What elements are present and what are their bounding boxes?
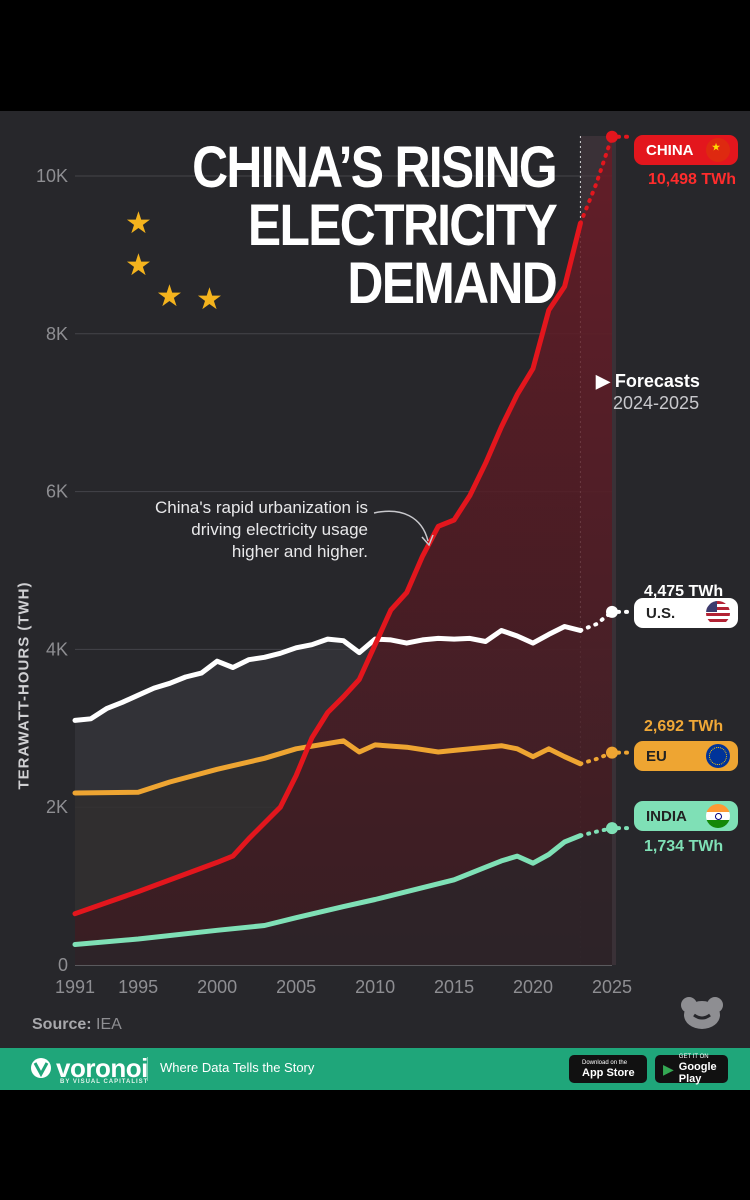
footer-divider	[147, 1057, 148, 1081]
china-label: CHINA ★	[634, 135, 738, 165]
play-icon: ▶	[596, 371, 610, 391]
x-tick-label: 2025	[592, 977, 632, 997]
china-line	[72, 220, 583, 917]
voronoi-brand: voronoi	[56, 1053, 148, 1083]
india-endpoint	[606, 822, 618, 835]
voronoi-logo[interactable]: voronoi	[30, 1053, 148, 1084]
india-forecast-line	[578, 826, 614, 838]
star-icon: ★	[125, 249, 152, 282]
us-endpoint	[606, 605, 618, 618]
us-name: U.S.	[646, 604, 676, 622]
title-line-3: DEMAND	[347, 251, 557, 316]
infographic: 0 2K 4K 6K 8K 10K 1991 1995 2000 2005 2010 2015 2020…	[0, 111, 750, 1090]
eu-endpoint	[606, 746, 618, 759]
eu-flag-icon	[706, 744, 730, 768]
google-play-icon: ▶	[663, 1060, 674, 1077]
source-label: Source:	[32, 1016, 92, 1033]
x-tick-label: 2010	[355, 977, 395, 997]
forecast-title: ▶ Forecasts	[596, 371, 700, 391]
eu-line	[72, 738, 583, 796]
y-tick-label: 8K	[46, 324, 68, 344]
us-forecast-line	[578, 609, 614, 633]
x-tick-label: 2000	[197, 977, 237, 997]
china-area	[75, 136, 612, 965]
china-value: 10,498 TWh	[648, 171, 737, 188]
x-tick-label: 2020	[513, 977, 553, 997]
china-name: CHINA	[646, 141, 694, 159]
line-chart: 0 2K 4K 6K 8K 10K 1991 1995 2000 2005 2010 2015 2020…	[36, 130, 636, 997]
forecast-range: 2024-2025	[613, 393, 700, 413]
source-value: IEA	[96, 1016, 122, 1033]
y-tick-label: 10K	[36, 166, 68, 186]
china-endpoint	[606, 130, 618, 143]
india-value: 1,734 TWh	[644, 838, 724, 855]
x-tick-label: 1995	[118, 977, 158, 997]
us-flag-icon	[706, 601, 730, 625]
y-tick-label: 4K	[46, 639, 68, 659]
source-note: Source: IEA	[32, 1016, 122, 1034]
visual-capitalist-mark-icon	[681, 997, 723, 1029]
footer-bar: voronoi BY VISUAL CAPITALIST Where Data …	[0, 1048, 750, 1090]
star-icon: ★	[125, 207, 152, 240]
us-value: 4,475 TWh	[644, 583, 724, 600]
china-flag-icon: ★	[706, 138, 730, 162]
star-icon: ★	[156, 280, 183, 313]
india-flag-icon	[706, 804, 730, 828]
india-line	[72, 833, 583, 947]
eu-value: 2,692 TWh	[644, 718, 724, 735]
footer-tagline: Where Data Tells the Story	[160, 1060, 315, 1075]
voronoi-sub: BY VISUAL CAPITALIST	[60, 1079, 149, 1085]
title-line-2: ELECTRICITY	[247, 193, 558, 258]
x-tick-label: 2005	[276, 977, 316, 997]
y-axis-label: TERAWATT-HOURS (TWH)	[15, 581, 33, 790]
eu-forecast-line	[578, 750, 614, 766]
india-area	[75, 828, 612, 965]
app-store-button[interactable]: Download on the App Store	[569, 1055, 647, 1083]
eu-name: EU	[646, 747, 667, 765]
x-tick-label: 1991	[55, 977, 95, 997]
y-tick-label: 6K	[46, 482, 68, 502]
y-tick-label: 2K	[46, 797, 68, 817]
annotation-arrow	[373, 510, 434, 547]
forecast-label: ▶ Forecasts 2024-2025	[596, 370, 700, 414]
india-label: INDIA	[634, 801, 738, 831]
india-name: INDIA	[646, 807, 687, 825]
y-tick-label: 0	[58, 955, 68, 975]
us-label: U.S.	[634, 598, 738, 628]
x-tick-label: 2015	[434, 977, 474, 997]
title-line-1: CHINA’S RISING	[192, 135, 558, 200]
chart-title: CHINA’S RISING ELECTRICITY DEMAND	[160, 135, 558, 316]
annotation-text: China's rapid urbanization is driving el…	[154, 498, 368, 561]
china-forecast-line	[578, 134, 614, 226]
google-play-button[interactable]: ▶ GET IT ON Google Play	[655, 1054, 728, 1085]
voronoi-logo-icon	[31, 1058, 51, 1078]
eu-label: EU	[634, 741, 738, 771]
us-line	[72, 624, 583, 723]
star-icon: ★	[196, 283, 223, 316]
